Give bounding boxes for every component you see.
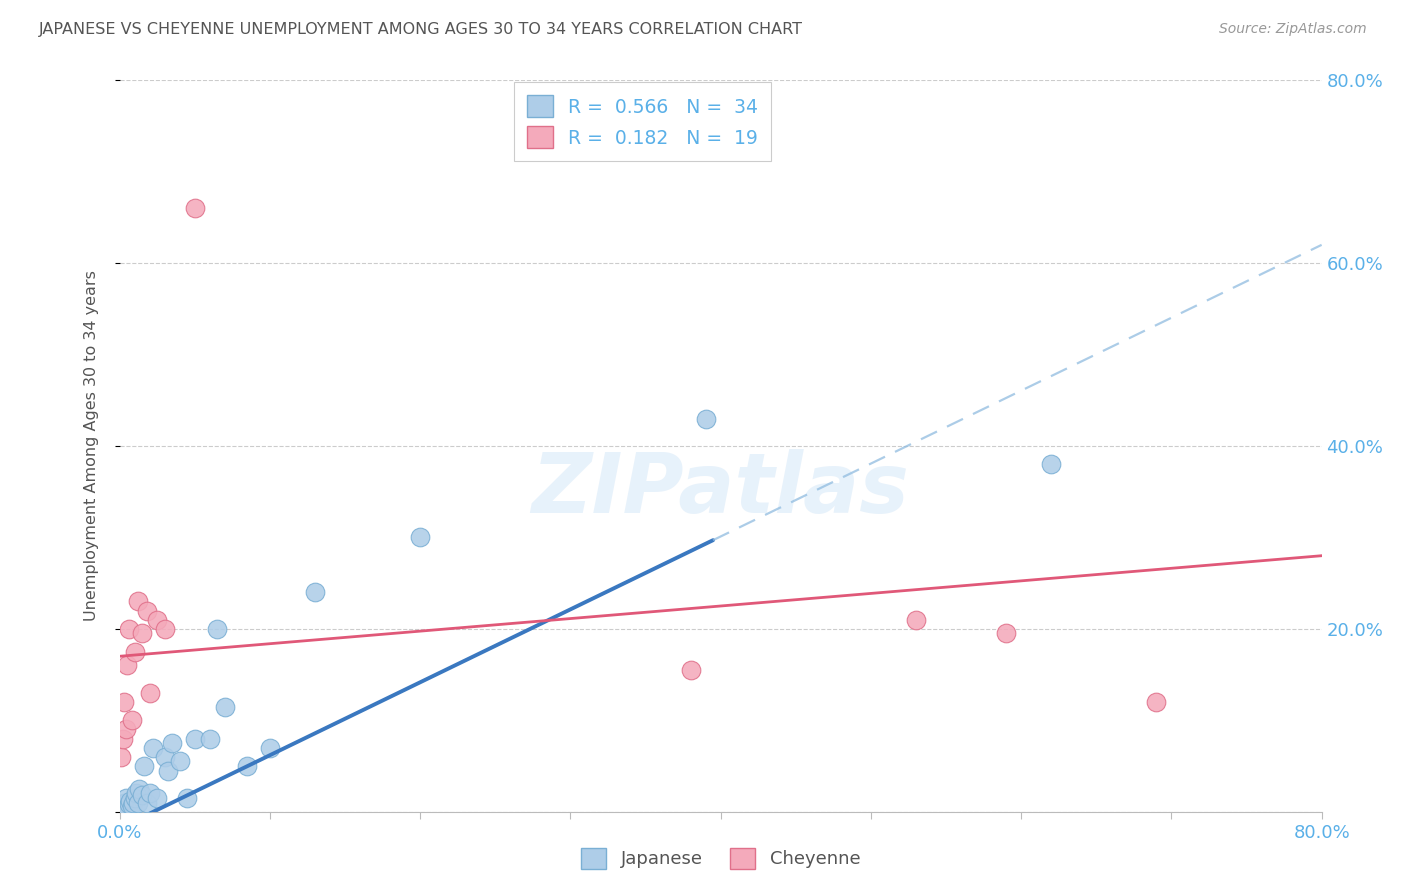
Point <box>138 787 160 801</box>
Point <box>259 740 281 755</box>
Point <box>111 797 134 812</box>
Legend: Japanese, Cheyenne: Japanese, Cheyenne <box>574 840 868 876</box>
Point <box>121 799 143 814</box>
Point <box>176 791 198 805</box>
Point <box>114 723 136 737</box>
Point <box>183 731 205 746</box>
Point <box>205 622 228 636</box>
Point <box>146 791 169 805</box>
Point <box>135 603 157 617</box>
Point <box>112 695 135 709</box>
Point <box>112 796 135 810</box>
Point <box>1040 458 1063 472</box>
Point <box>127 796 149 810</box>
Point <box>124 645 146 659</box>
Point <box>409 530 432 544</box>
Point <box>128 781 150 796</box>
Point <box>110 749 132 764</box>
Text: ZIPatlas: ZIPatlas <box>531 450 910 531</box>
Point <box>169 755 191 769</box>
Point <box>125 787 148 801</box>
Point <box>135 796 157 810</box>
Y-axis label: Unemployment Among Ages 30 to 34 years: Unemployment Among Ages 30 to 34 years <box>84 270 98 622</box>
Point <box>110 800 132 814</box>
Point <box>995 626 1018 640</box>
Point <box>153 622 176 636</box>
Point <box>131 789 153 803</box>
Point <box>117 797 139 812</box>
Point <box>304 585 326 599</box>
Point <box>1144 695 1167 709</box>
Point <box>679 663 702 677</box>
Point <box>115 658 138 673</box>
Point <box>121 714 143 728</box>
Point <box>236 759 259 773</box>
Point <box>138 686 160 700</box>
Text: JAPANESE VS CHEYENNE UNEMPLOYMENT AMONG AGES 30 TO 34 YEARS CORRELATION CHART: JAPANESE VS CHEYENNE UNEMPLOYMENT AMONG … <box>39 22 803 37</box>
Point <box>153 749 176 764</box>
Point <box>695 411 717 425</box>
Point <box>115 801 138 815</box>
Point <box>183 202 205 216</box>
Point <box>122 796 145 810</box>
Point <box>146 613 169 627</box>
Point <box>114 791 136 805</box>
Point <box>198 731 221 746</box>
Point <box>131 626 153 640</box>
Point <box>124 791 146 805</box>
Point <box>160 736 183 750</box>
Point <box>214 699 236 714</box>
Point <box>118 794 141 808</box>
Point <box>111 731 134 746</box>
Point <box>132 759 155 773</box>
Point <box>142 740 165 755</box>
Point <box>127 594 149 608</box>
Point <box>117 622 139 636</box>
Point <box>156 764 179 778</box>
Text: Source: ZipAtlas.com: Source: ZipAtlas.com <box>1219 22 1367 37</box>
Point <box>904 613 927 627</box>
